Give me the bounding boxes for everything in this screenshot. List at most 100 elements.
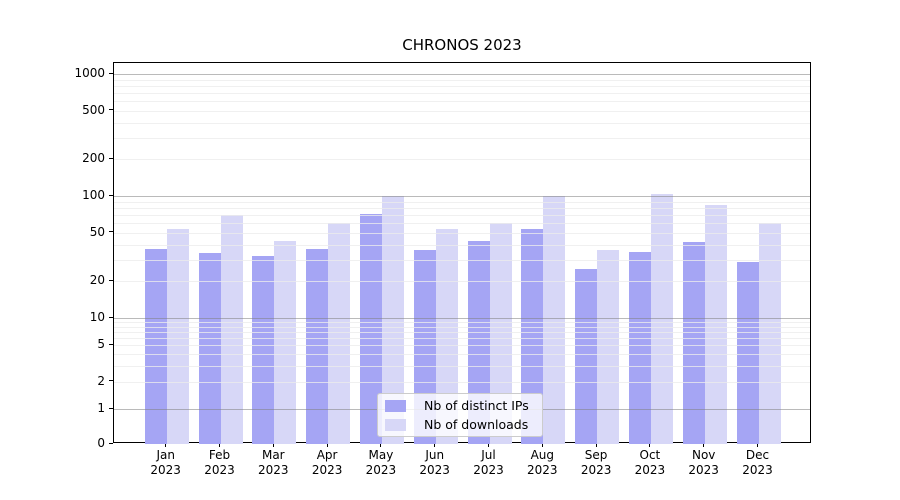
bar-downloads-jul [489,223,512,444]
minor-gridline [114,332,810,334]
bar-distinct-ips-may [359,214,382,444]
x-axis-tick-label-nov: Nov 2023 [674,448,734,478]
x-axis-tick [380,443,382,447]
legend-label-distinct-ips: Nb of distinct IPs [424,398,529,413]
minor-gridline [114,345,810,347]
y-axis-tick [109,109,113,111]
month-label: May [368,448,394,462]
minor-gridline [114,354,810,356]
legend-entry-distinct-ips: Nb of distinct IPs [378,398,542,414]
y-axis-tick [109,72,113,74]
month-label: Mar [261,448,285,462]
minor-gridline [114,381,810,383]
y-axis-tick-label: 1000 [74,66,105,80]
x-axis-tick-label-oct: Oct 2023 [620,448,680,478]
year-label: 2023 [419,463,450,477]
x-axis-tick-label-mar: Mar 2023 [243,448,303,478]
minor-gridline [114,79,810,81]
y-axis-tick-label: 1 [97,401,105,415]
year-label: 2023 [204,463,235,477]
month-label: Nov [691,448,716,462]
bar-distinct-ips-nov [682,241,705,444]
year-label: 2023 [258,463,289,477]
y-axis-tick [109,279,113,281]
bar-distinct-ips-feb [198,253,221,444]
y-axis-tick [109,194,113,196]
y-axis-tick [109,442,113,444]
major-gridline [114,196,810,197]
y-axis-tick [109,407,113,409]
minor-gridline [114,85,810,87]
x-axis-tick [326,443,328,447]
minor-gridline [114,232,810,234]
y-axis-tick-label: 5 [97,337,105,352]
x-axis-tick [757,443,758,447]
x-axis-tick [649,443,651,447]
legend-entry-downloads: Nb of downloads [378,417,542,433]
minor-gridline [114,137,810,139]
bar-downloads-feb [220,214,243,444]
y-axis-tick-label: 100 [82,188,105,202]
y-axis-tick-label: 500 [82,102,105,117]
minor-gridline [114,92,810,94]
year-label: 2023 [580,463,612,477]
month-label: Sep [584,448,608,462]
minor-gridline [114,207,810,209]
legend-label-downloads: Nb of downloads [424,417,529,432]
bar-downloads-mar [274,240,297,444]
year-label: 2023 [688,463,719,477]
month-label: Jun [425,448,445,462]
year-label: 2023 [311,463,343,477]
y-axis-tick [109,231,113,233]
minor-gridline [114,259,810,261]
x-axis-tick-label-jun: Jun 2023 [405,448,465,478]
minor-gridline [114,223,810,225]
bar-distinct-ips-oct [628,251,651,444]
year-label: 2023 [365,463,397,477]
x-axis-tick [165,443,167,447]
x-axis-tick [703,443,705,447]
bar-distinct-ips-dec [736,261,759,444]
x-axis-tick-label-sep: Sep 2023 [566,448,626,478]
year-label: 2023 [527,463,558,477]
x-axis-tick [488,443,489,447]
x-axis-tick-label-jul: Jul 2023 [459,448,519,478]
legend-swatch-distinct-ips [385,399,406,412]
x-axis-tick-label-jan: Jan 2023 [136,448,196,478]
minor-gridline [114,214,810,216]
bar-downloads-jan [166,228,189,444]
bar-distinct-ips-mar [252,256,275,444]
bar-distinct-ips-sep [575,269,598,444]
major-gridline [114,74,810,75]
minor-gridline [114,322,810,324]
x-axis-tick-label-dec: Dec 2023 [728,448,788,478]
x-axis-tick-label-apr: Apr 2023 [297,448,357,478]
bar-downloads-apr [328,223,351,444]
month-label: Feb [208,448,231,462]
y-axis-tick-label: 20 [89,273,105,288]
bar-downloads-jun [435,228,458,444]
bar-distinct-ips-aug [521,228,544,444]
month-label: Jan [156,448,175,462]
month-label: Jul [481,448,496,462]
year-label: 2023 [473,463,504,477]
y-axis-tick-label: 50 [89,224,105,239]
month-label: Aug [530,448,555,462]
x-axis-tick [272,443,274,447]
minor-gridline [114,365,810,367]
chart-title: CHRONOS 2023 [402,36,522,54]
x-axis-tick [434,443,436,447]
y-axis-tick [109,157,113,159]
y-axis-tick-label: 2 [97,373,105,388]
x-axis-tick [595,443,597,447]
bar-downloads-dec [758,223,781,444]
major-gridline [114,318,810,319]
x-axis-tick-label-may: May 2023 [351,448,411,478]
year-label: 2023 [150,463,181,477]
minor-gridline [114,101,810,103]
year-label: 2023 [742,463,773,477]
minor-gridline [114,159,810,161]
minor-gridline [114,244,810,246]
plot-area [113,62,811,444]
